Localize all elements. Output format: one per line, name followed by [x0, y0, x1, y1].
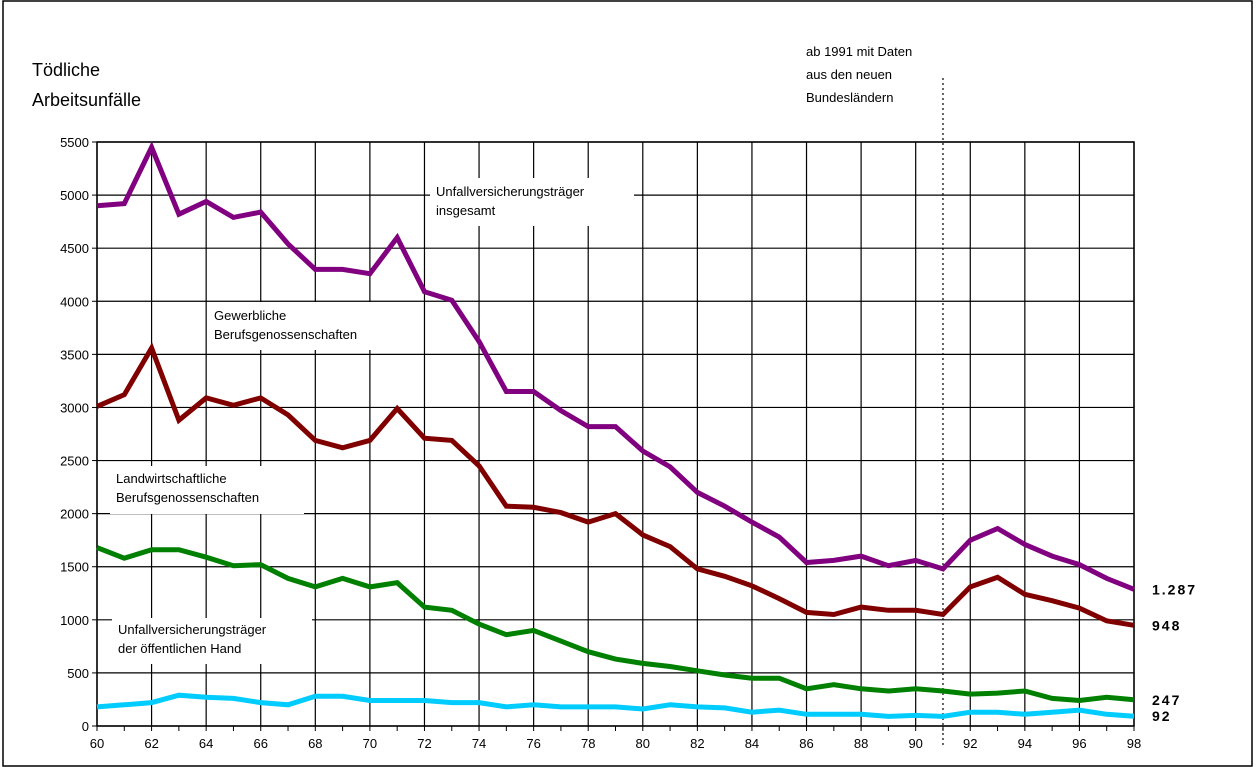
y-tick-label: 2000 [60, 507, 89, 522]
x-tick-label: 92 [963, 736, 977, 751]
y-tick-label: 4000 [60, 294, 89, 309]
annotation-bg-oeffentlich [112, 618, 312, 664]
x-tick-label: 88 [854, 736, 868, 751]
annotations: Unfallversicherungsträger insgesamt Gewe… [110, 44, 912, 664]
y-tick-label: 5000 [60, 188, 89, 203]
annotation-insgesamt-line-2: insgesamt [436, 203, 496, 218]
x-tick-label: 98 [1127, 736, 1141, 751]
x-tick-label: 82 [690, 736, 704, 751]
y-tick-label: 0 [82, 719, 89, 734]
annotation-neue-laender-line-2: aus den neuen [806, 67, 892, 82]
annotation-oeffentlich-line-1: Unfallversicherungsträger [118, 622, 267, 637]
annotation-bg-insgesamt [430, 178, 634, 226]
y-axis-title: Tödliche Arbeitsunfälle [32, 60, 141, 110]
x-tick-label: 86 [799, 736, 813, 751]
annotation-landwirtschaft-line-2: Berufsgenossenschaften [116, 490, 259, 505]
end-label-3: 247 [1152, 692, 1181, 708]
x-tick-label: 72 [417, 736, 431, 751]
x-tick-label: 76 [526, 736, 540, 751]
series-line-1 [96, 141, 1135, 592]
end-label-2: 948 [1152, 617, 1181, 633]
annotation-neue-laender-line-3: Bundesländern [806, 90, 893, 105]
y-tick-label: 3000 [60, 400, 89, 415]
series-line-2 [96, 342, 1135, 628]
y-tick-label: 5500 [60, 135, 89, 150]
annotation-gewerblich-line-1: Gewerbliche [214, 308, 286, 323]
x-tick-label: 66 [254, 736, 268, 751]
annotation-landwirtschaft-line-1: Landwirtschaftliche [116, 471, 227, 486]
annotation-bg-gewerblich [208, 302, 394, 350]
y-axis-title-line-2: Arbeitsunfälle [32, 90, 141, 110]
y-tick-label: 4500 [60, 241, 89, 256]
series-line-4 [96, 692, 1135, 719]
x-tick-label: 62 [144, 736, 158, 751]
annotation-insgesamt-line-1: Unfallversicherungsträger [436, 184, 585, 199]
x-tick-label: 84 [745, 736, 759, 751]
annotation-oeffentlich-line-2: der öffentlichen Hand [118, 641, 241, 656]
x-tick-label: 70 [363, 736, 377, 751]
end-label-1: 1.287 [1152, 581, 1197, 597]
data-series [96, 141, 1135, 719]
y-tick-label: 1000 [60, 613, 89, 628]
y-tick-label: 3500 [60, 347, 89, 362]
x-tick-label: 60 [90, 736, 104, 751]
annotation-neue-laender-line-1: ab 1991 mit Daten [806, 44, 912, 59]
x-tick-label: 74 [472, 736, 486, 751]
x-tick-label: 94 [1018, 736, 1032, 751]
end-label-4: 92 [1152, 708, 1172, 724]
tick-labels: 0 500 1000 1500 2000 2500 3000 3500 4000 4500 5000… [60, 135, 1141, 751]
x-tick-label: 68 [308, 736, 322, 751]
series-line-3 [96, 545, 1135, 704]
y-tick-label: 500 [67, 666, 89, 681]
annotation-gewerblich-line-2: Berufsgenossenschaften [214, 327, 357, 342]
x-tick-label: 64 [199, 736, 213, 751]
y-tick-label: 2500 [60, 454, 89, 469]
x-tick-label: 96 [1072, 736, 1086, 751]
x-tick-label: 90 [908, 736, 922, 751]
y-axis-title-line-1: Tödliche [32, 60, 100, 80]
x-tick-label: 78 [581, 736, 595, 751]
annotation-bg-landwirtschaft [110, 466, 304, 514]
axes [92, 141, 1135, 731]
plot-area [96, 141, 1135, 727]
y-tick-label: 1500 [60, 560, 89, 575]
x-tick-label: 80 [636, 736, 650, 751]
